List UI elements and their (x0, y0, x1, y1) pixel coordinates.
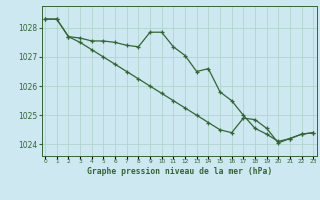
X-axis label: Graphe pression niveau de la mer (hPa): Graphe pression niveau de la mer (hPa) (87, 167, 272, 176)
